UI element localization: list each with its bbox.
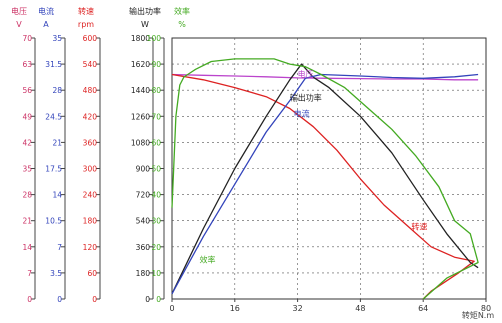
y-axis-label-voltage: 电压	[11, 6, 27, 16]
y-tick-label: 21	[22, 217, 32, 226]
y-axis-current: 电流 A35 31.5 28 24.5 21 17.5 14 10.5 7 3.5 0	[38, 6, 66, 304]
y-tick-label: 180	[136, 269, 151, 278]
series-line-efficiency	[171, 58, 479, 300]
y-tick-label: 300	[83, 165, 98, 174]
x-axis-label: 转矩N.m	[462, 310, 495, 320]
y-tick-label: 31.5	[45, 60, 62, 69]
y-tick-label: 90	[151, 60, 161, 69]
y-tick-label: 50	[151, 165, 161, 174]
y-tick-label: 49	[22, 112, 32, 121]
y-axis-unit-voltage: V	[16, 20, 22, 29]
y-tick-label: 0	[156, 295, 161, 304]
x-tick-label: 16	[230, 304, 240, 313]
y-tick-label: 35	[52, 34, 62, 43]
y-tick-label: 24.5	[45, 112, 62, 121]
y-tick-label: 10.5	[45, 217, 62, 226]
y-tick-label: 40	[151, 191, 161, 200]
y-axis-unit-speed: rpm	[78, 20, 94, 29]
y-tick-label: 540	[83, 60, 98, 69]
y-tick-label: 540	[136, 217, 151, 226]
y-tick-label: 7	[57, 243, 62, 252]
y-tick-label: 17.5	[45, 165, 62, 174]
y-tick-label: 420	[83, 112, 98, 121]
y-tick-label: 60	[87, 269, 97, 278]
y-tick-label: 180	[83, 217, 98, 226]
y-axis-label-current: 电流	[38, 6, 54, 16]
x-tick-label: 80	[481, 304, 491, 313]
series-annotation-voltage: 电压	[298, 69, 314, 79]
y-tick-label: 21	[52, 138, 62, 147]
x-tick-label: 0	[169, 304, 174, 313]
x-tick-label: 48	[355, 304, 365, 313]
y-tick-label: 56	[22, 86, 32, 95]
y-tick-label: 10	[151, 269, 161, 278]
y-axis-label-power: 输出功率	[129, 6, 161, 16]
x-tick-label: 32	[293, 304, 303, 313]
y-tick-label: 20	[151, 243, 161, 252]
y-tick-label: 1080	[131, 138, 150, 147]
y-tick-label: 1440	[131, 86, 150, 95]
y-tick-label: 0	[145, 295, 150, 304]
y-axis-unit-efficiency: %	[178, 20, 186, 29]
y-tick-label: 70	[151, 112, 161, 121]
y-tick-label: 70	[22, 34, 32, 43]
y-tick-label: 30	[151, 217, 161, 226]
series-annotation-power: 输出功率	[290, 92, 322, 102]
y-tick-label: 1620	[131, 60, 150, 69]
series-annotation-current: 电流	[294, 108, 310, 118]
y-tick-label: 0	[92, 295, 97, 304]
y-tick-label: 7	[27, 269, 32, 278]
series-line-power	[171, 63, 479, 295]
series-annotation-speed: 转速	[411, 221, 427, 231]
y-tick-label: 720	[136, 191, 151, 200]
x-axis-group: 0 16 32 48 64 80	[169, 299, 491, 313]
y-axes-group: 电压V70635649423528211470电流A3531.52824.521…	[11, 6, 190, 304]
y-tick-label: 14	[22, 243, 32, 252]
y-axis-power: 输出功率W18001620144012601080900720540360180…	[129, 6, 161, 304]
y-tick-label: 120	[83, 243, 98, 252]
y-tick-label: 0	[57, 295, 62, 304]
y-axis-unit-current: A	[43, 20, 49, 29]
y-tick-label: 28	[22, 191, 32, 200]
y-tick-label: 360	[136, 243, 151, 252]
y-tick-label: 480	[83, 86, 98, 95]
series-group	[171, 58, 479, 300]
y-axis-label-speed: 转速	[78, 6, 94, 16]
y-tick-label: 360	[83, 138, 98, 147]
series-annotation-efficiency: 效率	[199, 254, 215, 264]
y-tick-label: 60	[151, 138, 161, 147]
y-tick-label: 600	[83, 34, 98, 43]
y-tick-label: 1260	[131, 112, 150, 121]
y-tick-label: 14	[52, 191, 62, 200]
plot-grid	[171, 37, 487, 300]
y-axis-unit-power: W	[141, 20, 149, 29]
series-line-speed	[171, 73, 475, 300]
y-tick-label: 1800	[131, 34, 150, 43]
y-tick-label: 42	[22, 138, 32, 147]
y-tick-label: 28	[52, 86, 62, 95]
y-tick-label: 100	[147, 34, 162, 43]
y-tick-label: 0	[27, 295, 32, 304]
series-line-current	[171, 73, 479, 295]
y-tick-label: 63	[22, 60, 32, 69]
y-tick-label: 3.5	[50, 269, 62, 278]
y-tick-label: 80	[151, 86, 161, 95]
y-axis-label-efficiency: 效率	[174, 6, 190, 16]
x-tick-label: 64	[418, 304, 428, 313]
y-tick-label: 900	[136, 165, 151, 174]
y-tick-label: 35	[22, 165, 32, 174]
y-tick-label: 240	[83, 191, 98, 200]
